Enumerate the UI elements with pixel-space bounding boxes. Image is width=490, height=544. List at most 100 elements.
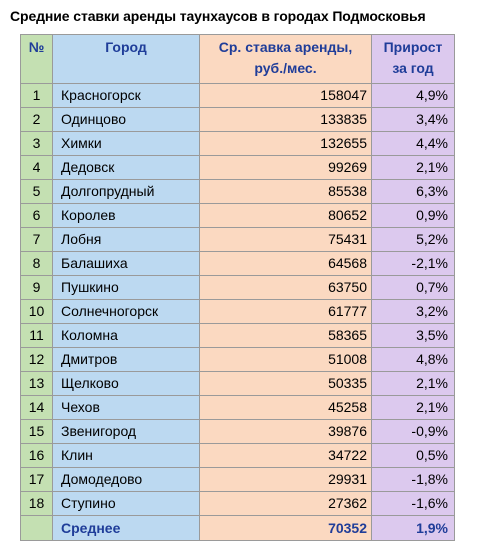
row-rate: 34722 [199, 443, 372, 468]
row-growth: 4,9% [371, 83, 455, 108]
row-growth: -1,6% [371, 491, 455, 516]
row-rate: 61777 [199, 299, 372, 324]
row-city: Одинцово [52, 107, 200, 132]
row-rate: 80652 [199, 203, 372, 228]
row-city: Солнечногорск [52, 299, 200, 324]
row-growth: 2,1% [371, 155, 455, 180]
header-growth-line1: Прирост [383, 39, 443, 55]
row-growth: 3,4% [371, 107, 455, 132]
row-growth: -1,8% [371, 467, 455, 492]
row-city: Коломна [52, 323, 200, 348]
row-city: Пушкино [52, 275, 200, 300]
row-city: Клин [52, 443, 200, 468]
header-num: № [20, 34, 53, 84]
table-row: 17 Домодедово 29931 -1,8% [20, 467, 455, 492]
row-city: Звенигород [52, 419, 200, 444]
row-num: 1 [20, 83, 53, 108]
table-header-row: № Город Ср. ставка аренды, руб./мес. При… [20, 34, 455, 84]
row-rate: 75431 [199, 227, 372, 252]
row-num: 11 [20, 323, 53, 348]
table-row: 11 Коломна 58365 3,5% [20, 323, 455, 348]
row-growth: 2,1% [371, 395, 455, 420]
row-city: Дмитров [52, 347, 200, 372]
table-row: 15 Звенигород 39876 -0,9% [20, 419, 455, 444]
footer-growth: 1,9% [371, 515, 455, 541]
row-growth: 3,5% [371, 323, 455, 348]
row-rate: 63750 [199, 275, 372, 300]
row-city: Чехов [52, 395, 200, 420]
row-city: Красногорск [52, 83, 200, 108]
table-row: 10 Солнечногорск 61777 3,2% [20, 299, 455, 324]
row-num: 16 [20, 443, 53, 468]
row-growth: 4,4% [371, 131, 455, 156]
table-row: 1 Красногорск 158047 4,9% [20, 83, 455, 108]
row-growth: 5,2% [371, 227, 455, 252]
row-growth: -0,9% [371, 419, 455, 444]
rent-table: № Город Ср. ставка аренды, руб./мес. При… [20, 34, 455, 541]
table-row: 5 Долгопрудный 85538 6,3% [20, 179, 455, 204]
row-growth: 0,9% [371, 203, 455, 228]
header-rate-line2: руб./мес. [254, 60, 317, 76]
row-num: 8 [20, 251, 53, 276]
table-row: 7 Лобня 75431 5,2% [20, 227, 455, 252]
row-num: 4 [20, 155, 53, 180]
table-row: 13 Щелково 50335 2,1% [20, 371, 455, 396]
row-growth: 0,5% [371, 443, 455, 468]
row-growth: 2,1% [371, 371, 455, 396]
row-growth: 4,8% [371, 347, 455, 372]
row-rate: 64568 [199, 251, 372, 276]
table-row: 3 Химки 132655 4,4% [20, 131, 455, 156]
row-growth: 0,7% [371, 275, 455, 300]
table-row: 9 Пушкино 63750 0,7% [20, 275, 455, 300]
row-num: 6 [20, 203, 53, 228]
table-footer-row: Среднее 70352 1,9% [20, 515, 455, 541]
header-rate: Ср. ставка аренды, руб./мес. [199, 34, 372, 84]
table-row: 18 Ступино 27362 -1,6% [20, 491, 455, 516]
row-rate: 99269 [199, 155, 372, 180]
row-num: 7 [20, 227, 53, 252]
row-rate: 50335 [199, 371, 372, 396]
header-growth: Прирост за год [371, 34, 455, 84]
row-growth: 3,2% [371, 299, 455, 324]
row-rate: 45258 [199, 395, 372, 420]
footer-num [20, 515, 53, 541]
row-city: Балашиха [52, 251, 200, 276]
row-city: Долгопрудный [52, 179, 200, 204]
row-rate: 58365 [199, 323, 372, 348]
table-body: 1 Красногорск 158047 4,9% 2 Одинцово 133835 3,4… [20, 83, 455, 516]
row-num: 3 [20, 131, 53, 156]
row-rate: 132655 [199, 131, 372, 156]
row-num: 2 [20, 107, 53, 132]
table-row: 8 Балашиха 64568 -2,1% [20, 251, 455, 276]
row-num: 17 [20, 467, 53, 492]
row-growth: 6,3% [371, 179, 455, 204]
table-row: 6 Королев 80652 0,9% [20, 203, 455, 228]
row-rate: 158047 [199, 83, 372, 108]
row-city: Лобня [52, 227, 200, 252]
row-rate: 51008 [199, 347, 372, 372]
row-rate: 39876 [199, 419, 372, 444]
row-num: 18 [20, 491, 53, 516]
row-rate: 133835 [199, 107, 372, 132]
page-title: Средние ставки аренды таунхаусов в город… [10, 8, 426, 24]
row-city: Щелково [52, 371, 200, 396]
row-growth: -2,1% [371, 251, 455, 276]
row-num: 10 [20, 299, 53, 324]
row-num: 5 [20, 179, 53, 204]
row-city: Ступино [52, 491, 200, 516]
row-num: 14 [20, 395, 53, 420]
row-city: Дедовск [52, 155, 200, 180]
footer-rate: 70352 [199, 515, 372, 541]
row-num: 12 [20, 347, 53, 372]
table-row: 14 Чехов 45258 2,1% [20, 395, 455, 420]
row-num: 13 [20, 371, 53, 396]
row-rate: 85538 [199, 179, 372, 204]
header-rate-line1: Ср. ставка аренды, [218, 39, 353, 55]
header-growth-line2: за год [392, 60, 434, 76]
row-city: Домодедово [52, 467, 200, 492]
row-rate: 29931 [199, 467, 372, 492]
row-rate: 27362 [199, 491, 372, 516]
row-num: 9 [20, 275, 53, 300]
table-row: 4 Дедовск 99269 2,1% [20, 155, 455, 180]
row-city: Королев [52, 203, 200, 228]
